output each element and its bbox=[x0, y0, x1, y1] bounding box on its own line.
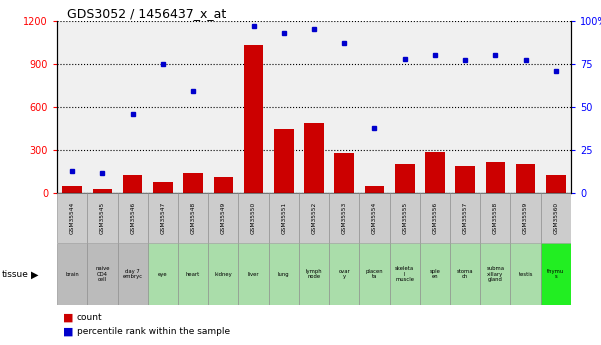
Text: lung: lung bbox=[278, 272, 290, 277]
Bar bbox=[334, 153, 354, 193]
Bar bbox=[329, 243, 359, 305]
Text: placen
ta: placen ta bbox=[365, 269, 383, 279]
Bar bbox=[87, 243, 118, 305]
Text: GSM35547: GSM35547 bbox=[160, 202, 165, 234]
Bar bbox=[541, 193, 571, 243]
Bar bbox=[87, 193, 118, 243]
Bar bbox=[395, 165, 415, 193]
Text: GSM35559: GSM35559 bbox=[523, 202, 528, 234]
Bar bbox=[244, 45, 263, 193]
Text: GSM35551: GSM35551 bbox=[281, 202, 286, 234]
Bar bbox=[516, 165, 535, 193]
Text: thymu
s: thymu s bbox=[548, 269, 564, 279]
Text: count: count bbox=[77, 313, 103, 322]
Text: eye: eye bbox=[158, 272, 168, 277]
Bar bbox=[57, 243, 87, 305]
Bar bbox=[123, 175, 142, 193]
Text: GSM35550: GSM35550 bbox=[251, 202, 256, 234]
Text: GDS3052 / 1456437_x_at: GDS3052 / 1456437_x_at bbox=[67, 7, 227, 20]
Text: day 7
embryc: day 7 embryc bbox=[123, 269, 142, 279]
Bar bbox=[359, 193, 389, 243]
Text: testis: testis bbox=[518, 272, 533, 277]
Bar bbox=[148, 193, 178, 243]
Text: skeleta
l
muscle: skeleta l muscle bbox=[395, 266, 414, 282]
Text: GSM35553: GSM35553 bbox=[342, 202, 347, 234]
Bar bbox=[510, 243, 541, 305]
Bar bbox=[304, 123, 324, 193]
Bar bbox=[420, 243, 450, 305]
Bar bbox=[359, 243, 389, 305]
Bar bbox=[480, 243, 510, 305]
Text: percentile rank within the sample: percentile rank within the sample bbox=[77, 327, 230, 336]
Bar bbox=[239, 193, 269, 243]
Bar bbox=[456, 166, 475, 193]
Bar bbox=[450, 193, 480, 243]
Text: tissue: tissue bbox=[2, 270, 29, 279]
Text: GSM35557: GSM35557 bbox=[463, 202, 468, 234]
Bar bbox=[239, 243, 269, 305]
Text: GSM35546: GSM35546 bbox=[130, 202, 135, 234]
Text: subma
xillary
gland: subma xillary gland bbox=[486, 266, 504, 282]
Bar bbox=[269, 193, 299, 243]
Bar bbox=[389, 243, 420, 305]
Bar bbox=[486, 161, 505, 193]
Text: brain: brain bbox=[66, 272, 79, 277]
Bar bbox=[389, 193, 420, 243]
Bar bbox=[510, 193, 541, 243]
Bar bbox=[183, 173, 203, 193]
Text: lymph
node: lymph node bbox=[306, 269, 322, 279]
Bar bbox=[480, 193, 510, 243]
Bar bbox=[63, 186, 82, 193]
Text: ▶: ▶ bbox=[31, 269, 38, 279]
Bar bbox=[178, 193, 208, 243]
Text: GSM35558: GSM35558 bbox=[493, 202, 498, 234]
Text: heart: heart bbox=[186, 272, 200, 277]
Bar bbox=[118, 243, 148, 305]
Bar bbox=[153, 182, 172, 193]
Bar bbox=[208, 193, 239, 243]
Bar bbox=[148, 243, 178, 305]
Bar bbox=[93, 189, 112, 193]
Bar bbox=[329, 193, 359, 243]
Bar bbox=[365, 186, 384, 193]
Text: GSM35555: GSM35555 bbox=[402, 202, 407, 234]
Text: liver: liver bbox=[248, 272, 260, 277]
Bar bbox=[118, 193, 148, 243]
Bar bbox=[299, 243, 329, 305]
Bar bbox=[208, 243, 239, 305]
Text: GSM35554: GSM35554 bbox=[372, 202, 377, 234]
Text: GSM35556: GSM35556 bbox=[433, 202, 438, 234]
Text: GSM35545: GSM35545 bbox=[100, 202, 105, 234]
Text: GSM35548: GSM35548 bbox=[191, 202, 195, 234]
Text: sple
en: sple en bbox=[430, 269, 441, 279]
Bar bbox=[425, 151, 445, 193]
Bar bbox=[299, 193, 329, 243]
Text: GSM35560: GSM35560 bbox=[554, 202, 558, 234]
Text: naive
CD4
cell: naive CD4 cell bbox=[95, 266, 110, 282]
Bar bbox=[178, 243, 208, 305]
Text: stoma
ch: stoma ch bbox=[457, 269, 474, 279]
Text: ovar
y: ovar y bbox=[338, 269, 350, 279]
Text: ■: ■ bbox=[63, 326, 73, 336]
Text: GSM35544: GSM35544 bbox=[70, 202, 75, 234]
Text: GSM35549: GSM35549 bbox=[221, 202, 226, 234]
Bar bbox=[213, 177, 233, 193]
Bar bbox=[546, 175, 566, 193]
Bar bbox=[420, 193, 450, 243]
Bar bbox=[274, 128, 294, 193]
Bar bbox=[269, 243, 299, 305]
Text: GSM35552: GSM35552 bbox=[311, 202, 317, 234]
Text: kidney: kidney bbox=[215, 272, 232, 277]
Text: ■: ■ bbox=[63, 313, 73, 322]
Bar bbox=[57, 193, 87, 243]
Bar bbox=[450, 243, 480, 305]
Bar bbox=[541, 243, 571, 305]
